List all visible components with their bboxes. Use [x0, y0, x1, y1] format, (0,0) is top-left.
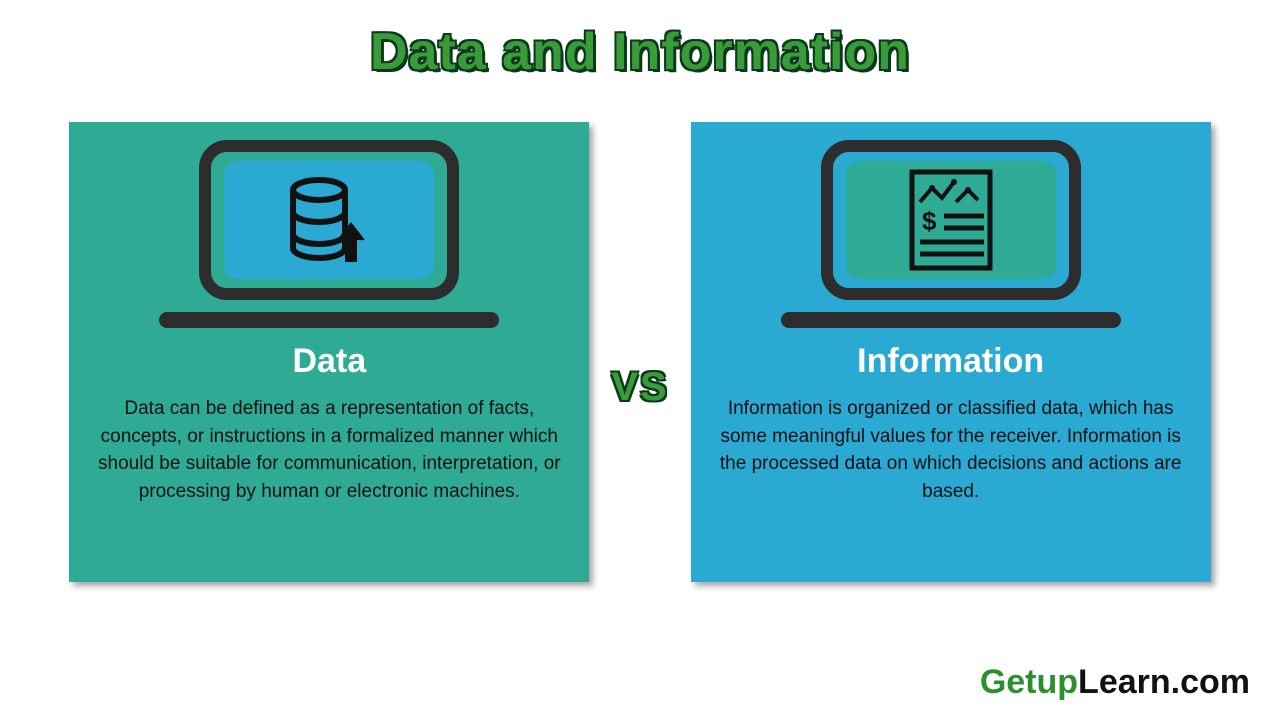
laptop-illustration-left: [159, 140, 499, 328]
cards-row: Data Data can be defined as a representa…: [0, 122, 1280, 582]
report-chart-icon: $: [906, 168, 996, 272]
laptop-base: [781, 312, 1121, 328]
database-upload-icon: [279, 170, 379, 270]
watermark-part1: Getup: [980, 663, 1078, 701]
watermark: GetupLearn.com: [980, 663, 1250, 702]
laptop-illustration-right: $: [781, 140, 1121, 328]
watermark-part2: Learn.com: [1078, 663, 1250, 701]
data-card: Data Data can be defined as a representa…: [69, 122, 589, 582]
data-card-body: Data can be defined as a representation …: [97, 395, 561, 505]
information-card: $ Information Information is organized o…: [691, 122, 1211, 582]
data-card-heading: Data: [292, 342, 366, 381]
page-title: Data and Information: [0, 0, 1280, 82]
laptop-screen: [224, 161, 434, 279]
information-card-heading: Information: [857, 342, 1044, 381]
laptop-frame: [199, 140, 459, 300]
laptop-base: [159, 312, 499, 328]
information-card-body: Information is organized or classified d…: [719, 395, 1183, 505]
laptop-screen: $: [846, 161, 1056, 279]
svg-text:$: $: [922, 206, 937, 236]
laptop-frame: $: [821, 140, 1081, 300]
vs-label: VS: [611, 365, 668, 410]
